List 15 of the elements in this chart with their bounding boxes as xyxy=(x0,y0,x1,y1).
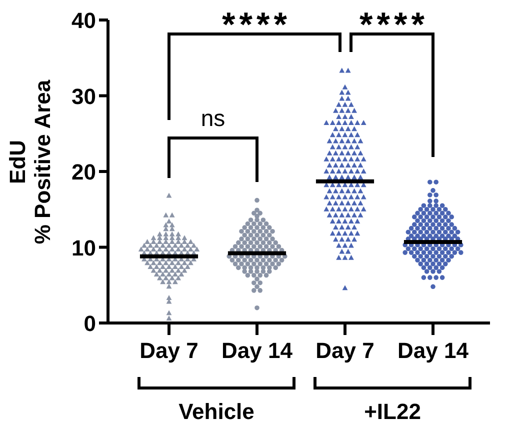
y-tick-label: 0 xyxy=(84,310,96,336)
y-tick-label: 10 xyxy=(72,234,96,260)
x-axis-title: Vehicle xyxy=(178,399,254,424)
x-tick-label: Day 14 xyxy=(398,338,470,363)
annotation: ns xyxy=(200,105,226,131)
y-tick-label: 40 xyxy=(72,8,96,32)
y-tick-label: 30 xyxy=(72,83,96,108)
x-tick-label: Day 7 xyxy=(140,338,198,363)
x-tick-label: Day 14 xyxy=(222,338,294,363)
x-tick-label: Day 7 xyxy=(316,338,374,363)
annotation: **** xyxy=(360,6,428,44)
y-tick-label: 20 xyxy=(72,159,96,184)
y-axis-title: EdU % Positive Area xyxy=(5,79,55,244)
x-axis-title: +IL22 xyxy=(364,399,421,424)
annotation: **** xyxy=(222,6,291,44)
